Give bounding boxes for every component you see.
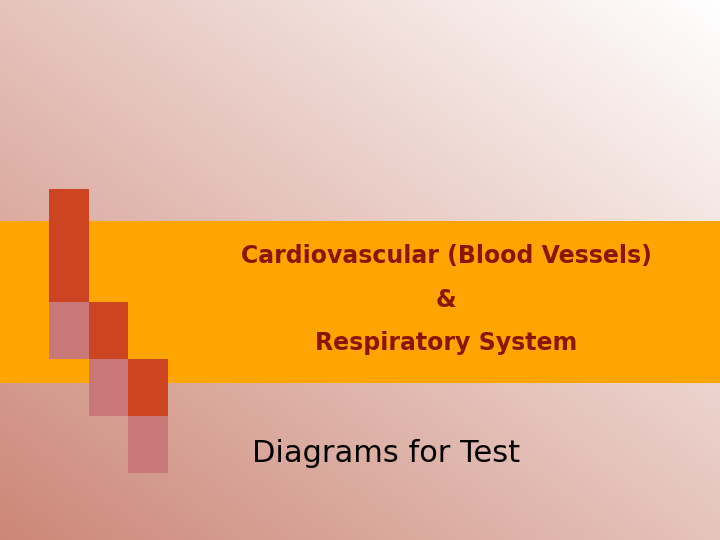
Text: Respiratory System: Respiratory System	[315, 332, 577, 355]
Bar	[128, 302, 168, 359]
Bar	[49, 189, 89, 246]
Bar	[89, 302, 128, 359]
Bar	[89, 246, 128, 302]
Bar	[49, 246, 89, 302]
Bar	[0, 221, 720, 383]
Bar	[49, 302, 89, 359]
Bar	[128, 359, 168, 416]
Bar	[89, 359, 128, 416]
Bar	[0, 235, 30, 292]
Text: Cardiovascular (Blood Vessels): Cardiovascular (Blood Vessels)	[241, 244, 652, 268]
Bar	[128, 416, 168, 472]
Text: Diagrams for Test: Diagrams for Test	[252, 439, 520, 468]
Text: &: &	[436, 288, 456, 312]
